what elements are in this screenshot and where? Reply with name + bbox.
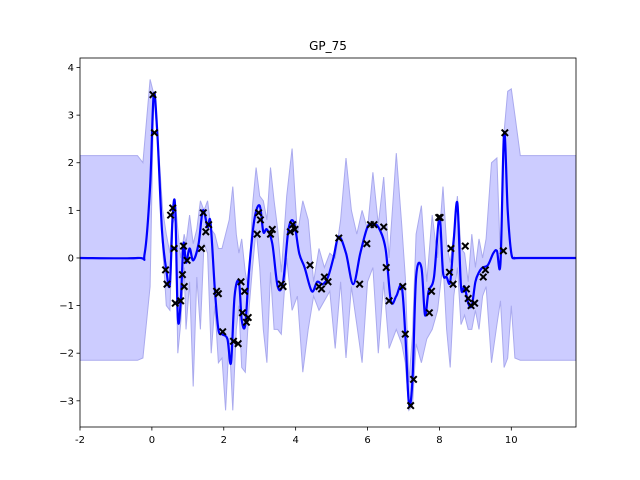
observation-point: [306, 261, 314, 270]
observation-point: [170, 244, 179, 253]
x-tick-label: 6: [364, 435, 370, 446]
observation-point: [370, 220, 378, 229]
x-tick-label: 10: [505, 435, 518, 446]
x-tick-label: 8: [436, 435, 442, 446]
observation-point: [234, 339, 243, 348]
observation-point: [229, 337, 238, 346]
observation-point: [398, 282, 407, 291]
observation-point: [481, 265, 490, 274]
observation-point: [149, 90, 157, 99]
observation-point: [449, 280, 457, 289]
observation-point: [447, 244, 455, 253]
observation-point: [254, 208, 263, 217]
uncertainty-band-layer: [80, 79, 576, 412]
observation-point: [462, 285, 471, 293]
observation-point: [197, 244, 206, 253]
observation-point: [179, 242, 188, 250]
observation-point: [214, 289, 223, 298]
observation-point: [288, 220, 297, 229]
observation-point: [199, 208, 208, 217]
observation-point: [253, 230, 262, 239]
observation-point: [479, 273, 488, 281]
observation-point: [436, 213, 445, 222]
observation-point: [427, 287, 436, 296]
y-tick-label: 1: [68, 206, 74, 217]
observation-point: [464, 294, 473, 303]
observation-point: [244, 313, 253, 322]
observation-point: [204, 220, 213, 229]
observation-point: [445, 268, 454, 277]
observation-point: [355, 280, 364, 289]
observation-point: [286, 227, 295, 236]
observation-point: [401, 330, 410, 339]
observation-point: [166, 211, 175, 220]
observation-point: [266, 230, 275, 239]
observation-point: [180, 282, 189, 291]
x-axis-ticks: -2 0 2 4 6 8 10: [75, 427, 518, 446]
observation-point: [268, 225, 277, 234]
observation-point: [461, 242, 470, 250]
observation-point: [470, 299, 479, 308]
y-tick-label: −2: [59, 349, 74, 360]
observation-point: [382, 263, 391, 272]
observation-point: [385, 296, 394, 305]
observation-point: [161, 265, 170, 274]
observation-point: [362, 239, 371, 248]
observation-point: [406, 401, 415, 410]
y-tick-label: −3: [59, 396, 74, 407]
x-tick-label: 0: [149, 435, 155, 446]
observation-point: [379, 223, 388, 231]
observation-point: [256, 215, 265, 224]
uncertainty-band: [80, 79, 576, 412]
observation-point: [168, 204, 177, 212]
observation-point: [240, 287, 249, 296]
observation-point: [334, 234, 343, 242]
observation-point: [500, 128, 509, 137]
observation-point: [409, 375, 418, 384]
observation-point: [291, 225, 299, 234]
observation-point: [279, 282, 287, 291]
observation-point: [171, 299, 180, 308]
observation-point: [150, 128, 159, 137]
observation-point: [237, 277, 245, 286]
observation-point: [499, 246, 508, 255]
observation-point: [317, 285, 326, 293]
observation-point: [242, 318, 251, 327]
observation-point: [218, 327, 227, 336]
plot-frame: [79, 57, 577, 428]
y-tick-label: 2: [68, 158, 74, 169]
x-tick-label: 2: [221, 435, 227, 446]
observation-point: [434, 213, 443, 222]
chart-title: GP_75: [309, 39, 347, 53]
observation-point: [176, 296, 185, 305]
observation-point: [425, 308, 434, 317]
observation-point: [201, 227, 210, 236]
y-tick-label: −1: [59, 301, 74, 312]
y-axis-ticks: −3 −2 −1 0 1 2 3 4: [59, 63, 80, 407]
observation-point: [163, 280, 171, 289]
y-tick-label: 0: [68, 253, 74, 264]
y-tick-label: 4: [68, 63, 74, 74]
observation-point: [183, 256, 192, 265]
observation-points-layer: [149, 90, 509, 410]
y-tick-label: 3: [68, 111, 74, 122]
x-tick-label: 4: [292, 435, 298, 446]
observation-point: [178, 270, 187, 279]
observation-point: [324, 277, 332, 286]
x-tick-label: -2: [75, 435, 85, 446]
